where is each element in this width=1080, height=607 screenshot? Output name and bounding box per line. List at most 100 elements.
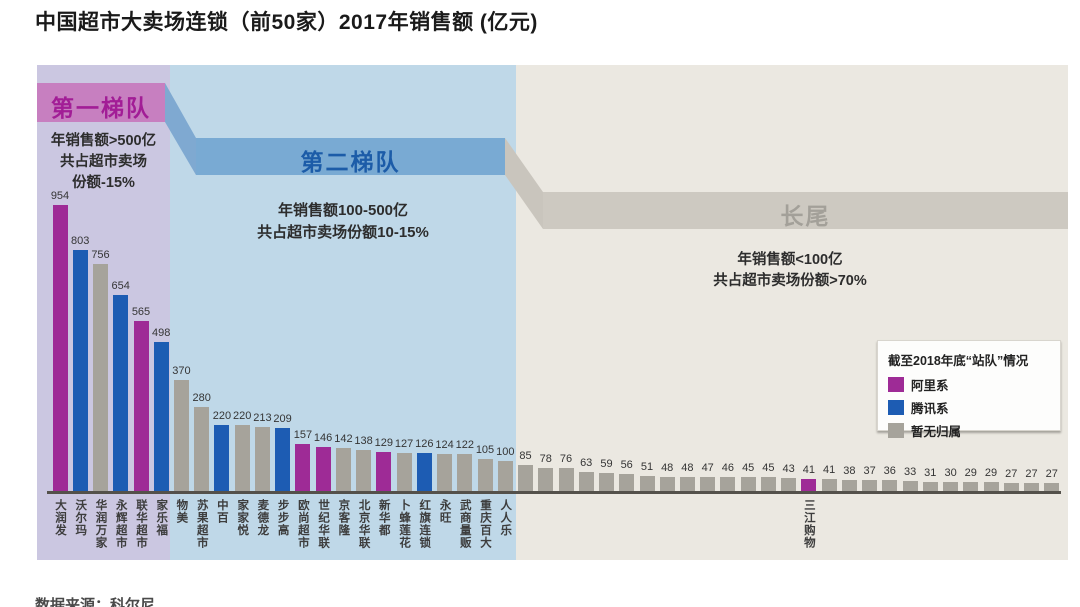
bar xyxy=(983,482,999,491)
chart-title: 中国超市大卖场连锁（前50家）2017年销售额 (亿元) xyxy=(35,11,538,34)
bar xyxy=(781,478,797,491)
bar xyxy=(740,477,756,491)
bar-联华超市 xyxy=(133,321,149,491)
bar-value-label: 213 xyxy=(253,412,272,424)
bar-value-label: 85 xyxy=(519,450,532,462)
bar xyxy=(679,477,695,491)
bar xyxy=(821,479,837,491)
legend-title: 截至2018年底“站队”情况 xyxy=(888,354,1029,368)
bar-重庆百大 xyxy=(477,459,493,491)
bar-value-label: 122 xyxy=(455,439,474,451)
bar-value-label: 37 xyxy=(863,465,876,477)
x-axis-label-世纪华联: 世纪华联 xyxy=(317,499,330,549)
x-axis-label-北京华联: 北京华联 xyxy=(357,499,370,549)
legend-swatch-icon xyxy=(888,377,904,392)
legend-item-暂无归属: 暂无归属 xyxy=(888,421,1050,440)
bar xyxy=(518,465,533,491)
bar-华润万家 xyxy=(93,264,108,491)
bar-中百 xyxy=(214,425,230,491)
tier3-description: 年销售额<100亿 共占超市卖场份额>70% xyxy=(713,252,867,290)
bar-麦德龙 xyxy=(254,427,270,491)
bar-大润发 xyxy=(52,205,68,491)
bar-永辉超市 xyxy=(113,295,129,491)
bar-value-label: 38 xyxy=(843,465,856,477)
tier1-band-label: 第一梯队 xyxy=(51,95,151,121)
bar-value-label: 29 xyxy=(984,467,998,479)
bar-value-label: 46 xyxy=(721,462,735,474)
x-axis-label-沃尔玛: 沃尔玛 xyxy=(74,499,87,537)
x-axis-label-卜蜂莲花: 卜蜂莲花 xyxy=(398,499,411,549)
x-axis-label-苏果超市: 苏果超市 xyxy=(195,499,208,549)
x-axis-label-京客隆: 京客隆 xyxy=(337,499,350,537)
legend-swatch-icon xyxy=(888,400,904,415)
bar-value-label: 41 xyxy=(822,464,836,476)
bar xyxy=(882,480,898,491)
bar xyxy=(538,468,554,491)
bar xyxy=(902,481,918,491)
bar-家乐福 xyxy=(153,342,169,491)
bar xyxy=(1003,483,1019,491)
bar-value-label: 498 xyxy=(152,327,171,339)
bar-value-label: 45 xyxy=(762,462,775,474)
bar-世纪华联 xyxy=(315,447,331,491)
tier2-band-label: 第二梯队 xyxy=(300,149,401,175)
legend-item-label: 阿里系 xyxy=(911,379,949,393)
bar-value-label: 370 xyxy=(172,365,191,377)
bar-value-label: 127 xyxy=(394,438,414,450)
bar-value-label: 29 xyxy=(964,467,977,479)
bar-武商量贩 xyxy=(457,454,473,491)
bar-value-label: 45 xyxy=(742,462,755,474)
bar-京客隆 xyxy=(335,448,351,491)
x-axis-label-大润发: 大润发 xyxy=(54,499,66,537)
data-source-note: 数据来源：科尔尼 xyxy=(35,597,156,607)
bar-人人乐 xyxy=(497,461,513,491)
bar xyxy=(619,474,635,491)
bar-value-label: 803 xyxy=(71,235,90,247)
x-axis-label-新华都: 新华都 xyxy=(377,499,390,537)
bar-value-label: 27 xyxy=(1045,468,1058,480)
legend-item-label: 腾讯系 xyxy=(911,402,949,416)
x-axis-label-家家悦: 家家悦 xyxy=(236,499,249,537)
bar xyxy=(760,477,776,491)
bar-value-label: 36 xyxy=(883,465,896,477)
legend-item-腾讯系: 腾讯系 xyxy=(888,398,1050,417)
bar-欧尚超市 xyxy=(295,444,311,491)
bar xyxy=(599,473,614,491)
bar-value-label: 146 xyxy=(313,432,333,444)
bar-value-label: 220 xyxy=(212,410,232,422)
bar-value-label: 27 xyxy=(1025,468,1038,480)
bar-value-label: 59 xyxy=(600,458,613,470)
x-axis-label-重庆百大: 重庆百大 xyxy=(479,499,491,549)
x-axis-label-联华超市: 联华超市 xyxy=(135,499,147,549)
tier2-description: 年销售额100-500亿 共占超市卖场份额10-15% xyxy=(257,202,429,241)
bar xyxy=(943,482,959,491)
bar-value-label: 27 xyxy=(1005,468,1018,480)
x-axis-label-红旗连锁: 红旗连锁 xyxy=(418,499,431,549)
bar-value-label: 43 xyxy=(782,463,795,475)
bar-value-label: 142 xyxy=(334,433,353,445)
bar-value-label: 100 xyxy=(496,446,515,458)
bar xyxy=(922,482,938,491)
bar-value-label: 48 xyxy=(661,462,674,474)
x-axis-label-物美: 物美 xyxy=(175,499,188,524)
bar xyxy=(963,482,979,491)
bar-value-label: 124 xyxy=(435,439,454,451)
bar-value-label: 31 xyxy=(924,467,937,479)
bar-value-label: 30 xyxy=(944,467,957,479)
bar-value-label: 78 xyxy=(539,453,552,465)
bar-value-label: 51 xyxy=(640,461,654,473)
bar xyxy=(720,477,736,491)
legend-box: 截至2018年底“站队”情况 阿里系腾讯系暂无归属 xyxy=(877,340,1061,439)
bar xyxy=(841,480,857,491)
bar-value-label: 41 xyxy=(802,464,816,476)
bar xyxy=(862,480,878,491)
bar-北京华联 xyxy=(356,450,372,491)
tier3-band-label: 长尾 xyxy=(780,203,831,229)
legend-item-阿里系: 阿里系 xyxy=(888,375,1050,394)
bar-value-label: 954 xyxy=(50,190,70,202)
bar-value-label: 209 xyxy=(273,413,292,425)
bar-value-label: 33 xyxy=(903,466,917,478)
x-axis-label-家乐福: 家乐福 xyxy=(155,499,168,537)
bar-苏果超市 xyxy=(194,407,210,491)
